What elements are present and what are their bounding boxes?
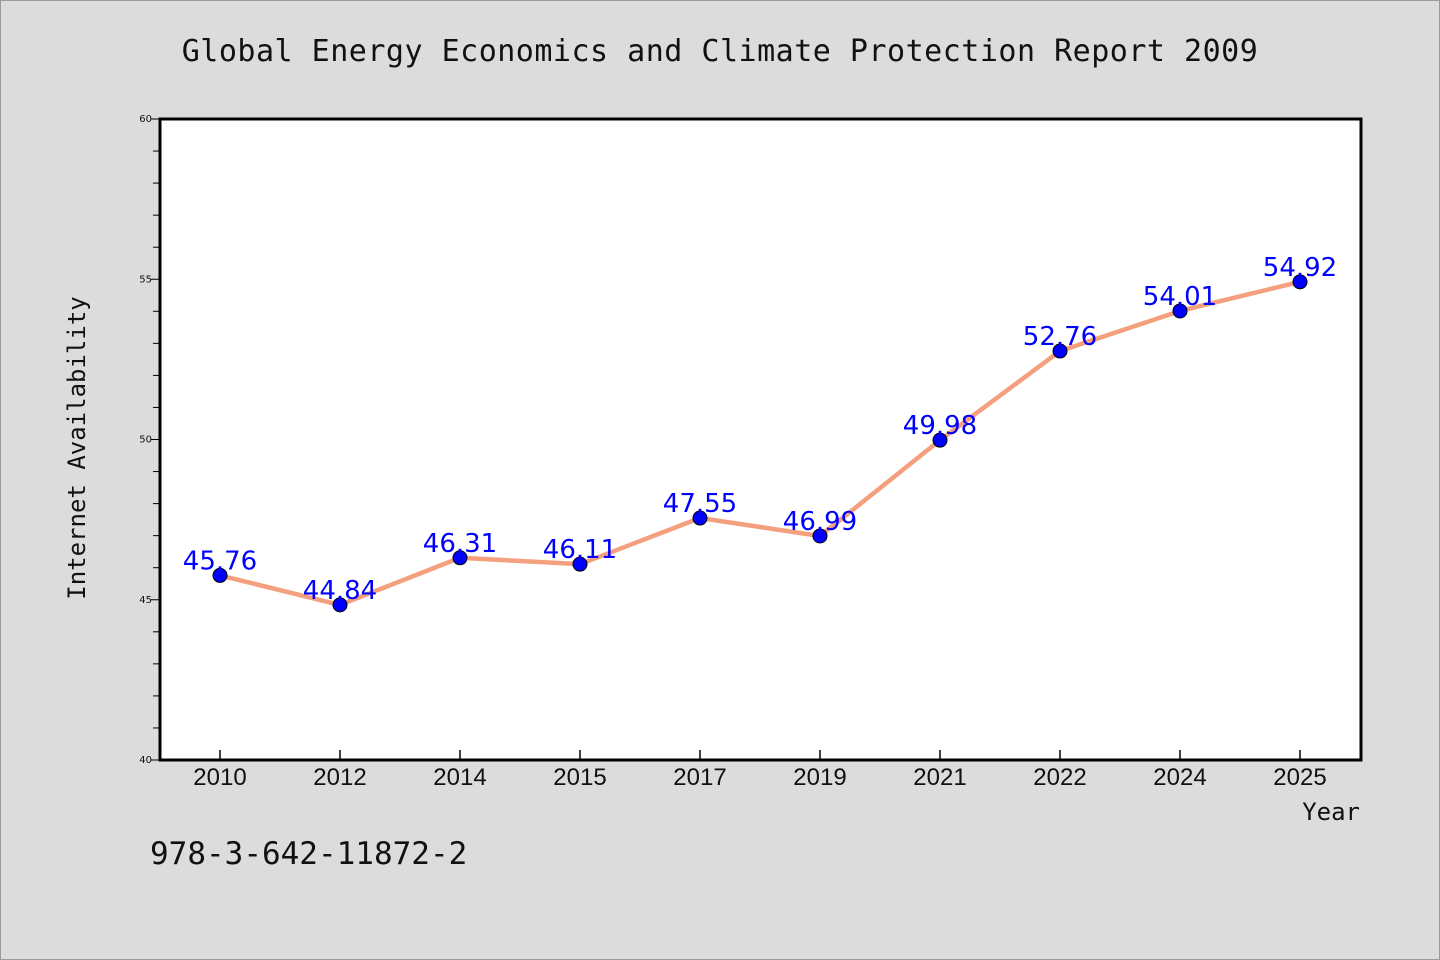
x-axis-label: Year (1302, 798, 1360, 826)
data-point (332, 597, 348, 613)
data-point (932, 432, 948, 448)
x-tick-label: 2015 (553, 764, 606, 791)
plot-area (160, 119, 1361, 760)
series-line (217, 279, 1303, 608)
y-tick-label: 45 (139, 595, 152, 606)
y-axis-ticks: 40 45 50 55 60 (139, 114, 160, 766)
x-tick-label: 2024 (1153, 764, 1206, 791)
data-label: 46.31 (423, 529, 497, 559)
isbn-text: 978-3-642-11872-2 (150, 836, 468, 872)
y-tick-label: 50 (139, 435, 152, 446)
series-layer: 45.76 44.84 46.31 46.11 47.55 46.99 49.98 52.76… (183, 253, 1337, 613)
data-point (572, 556, 588, 572)
data-label: 46.11 (543, 535, 617, 565)
x-tick-label: 2021 (913, 764, 966, 791)
data-point (452, 550, 468, 566)
x-axis-ticks: 2010 2012 2014 2015 2017 2019 2021 2022 2024 2025 (193, 750, 1327, 791)
data-point (1292, 274, 1308, 290)
data-label: 45.76 (183, 546, 257, 576)
data-point (1052, 343, 1068, 359)
data-label: 52.76 (1023, 322, 1097, 352)
x-tick-label: 2014 (433, 764, 486, 791)
data-point (812, 528, 828, 544)
data-label: 44.84 (303, 576, 377, 606)
y-tick-label: 55 (139, 274, 152, 285)
data-label: 49.98 (903, 411, 977, 441)
x-tick-label: 2025 (1273, 764, 1326, 791)
x-tick-label: 2019 (793, 764, 846, 791)
data-label: 46.99 (783, 507, 857, 537)
x-tick-label: 2010 (193, 764, 246, 791)
data-label: 54.01 (1143, 282, 1217, 312)
data-point (212, 567, 228, 583)
data-point (1172, 303, 1188, 319)
plot-border (158, 117, 1363, 762)
y-tick-label: 60 (139, 114, 152, 125)
data-label: 54.92 (1263, 253, 1337, 283)
chart-title: Global Energy Economics and Climate Prot… (181, 34, 1259, 69)
data-point (692, 510, 708, 526)
x-tick-label: 2017 (673, 764, 726, 791)
x-tick-label: 2012 (313, 764, 366, 791)
y-tick-label: 40 (139, 755, 152, 766)
data-label: 47.55 (663, 489, 737, 519)
x-tick-label: 2022 (1033, 764, 1086, 791)
